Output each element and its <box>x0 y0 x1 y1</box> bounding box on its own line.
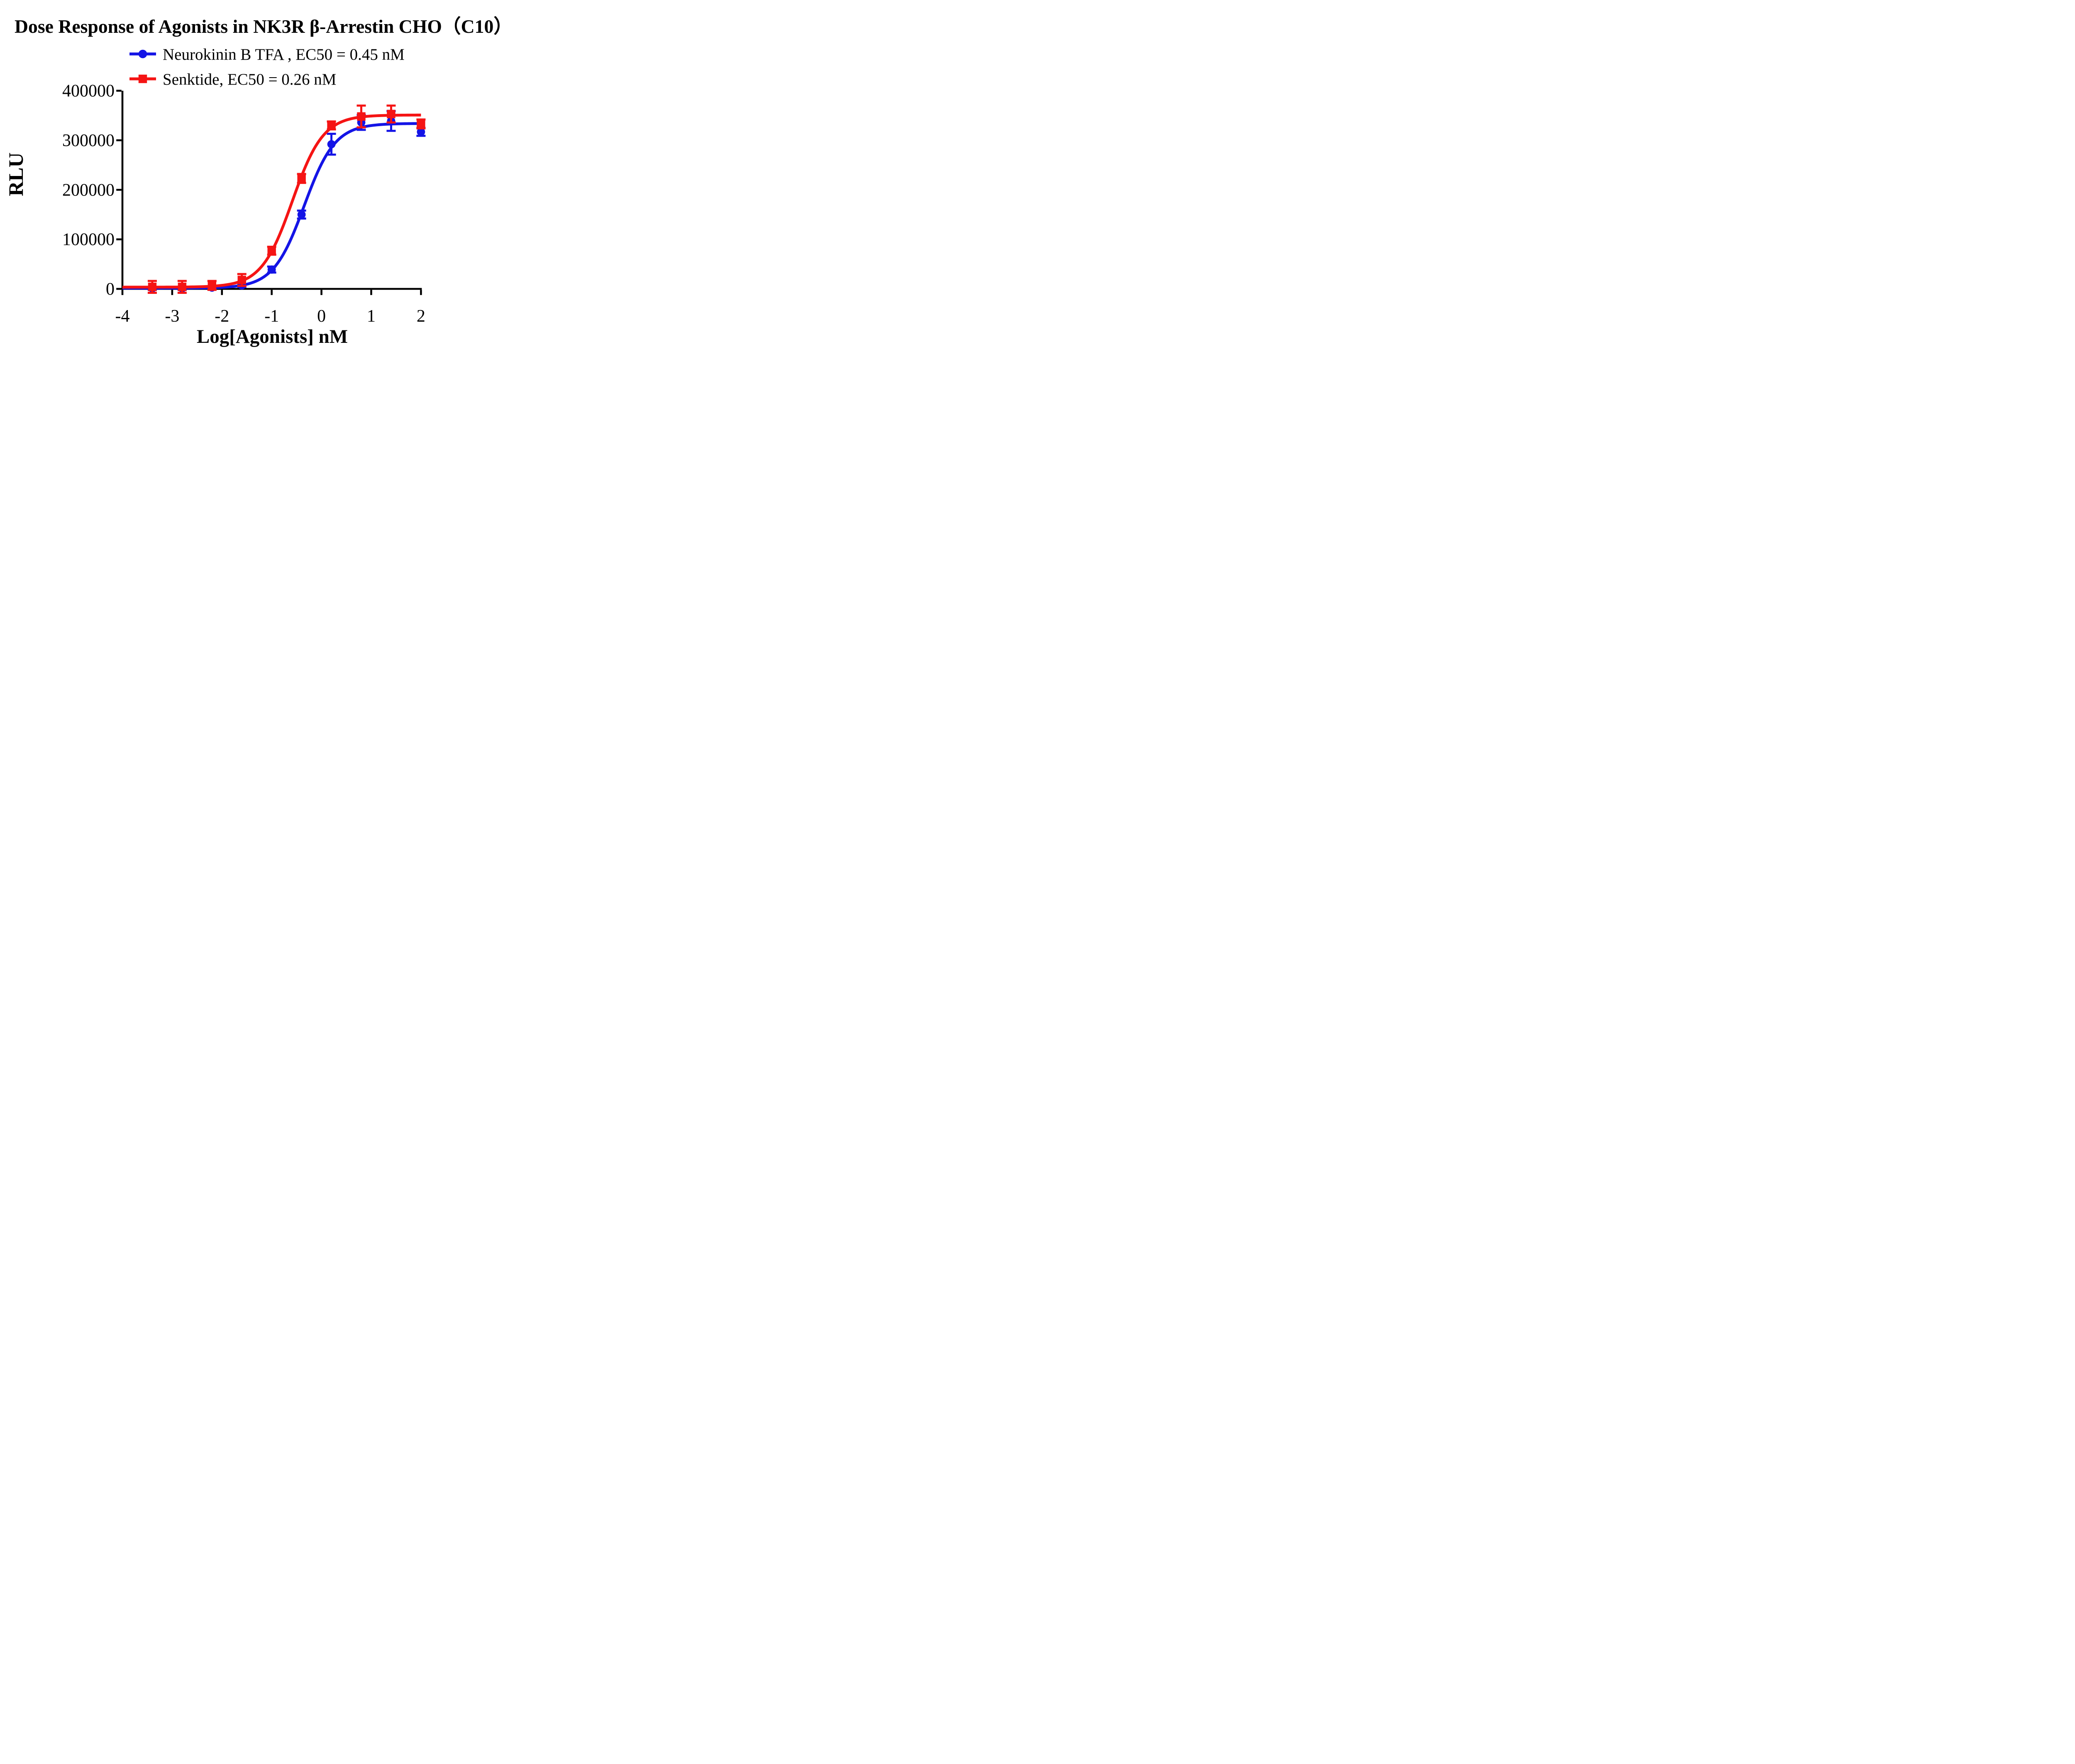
x-tick-label: 1 <box>367 307 376 326</box>
fit-curve-neurokinin-b-tfa <box>122 122 421 290</box>
data-point-circle-neurokinin-b-tfa <box>297 210 306 219</box>
y-axis-title: RLU <box>4 152 27 196</box>
y-tick-label: 200000 <box>62 181 115 200</box>
data-point-square-senktide <box>417 120 425 128</box>
data-point-square-senktide <box>148 283 157 291</box>
data-point-square-senktide <box>327 121 336 130</box>
x-tick-label: -2 <box>215 307 229 326</box>
data-point-circle-neurokinin-b-tfa <box>327 140 336 149</box>
dose-response-figure: Dose Response of Agonists in NK3R β-Arre… <box>0 0 540 353</box>
data-point-square-senktide <box>357 112 366 121</box>
data-point-square-senktide <box>387 110 395 118</box>
y-tick-label: 0 <box>106 280 115 299</box>
legend-marker-square-icon <box>138 74 147 83</box>
fit-curve-senktide <box>122 113 421 289</box>
data-point-circle-neurokinin-b-tfa <box>267 265 276 274</box>
x-tick-label: -4 <box>115 307 130 326</box>
legend-label-neurokinin: Neurokinin B TFA , EC50 = 0.45 nM <box>163 46 405 64</box>
x-axis-title: Log[Agonists] nM <box>197 326 348 347</box>
legend-label-senktide: Senktide, EC50 = 0.26 nM <box>163 71 337 88</box>
y-tick-label: 300000 <box>62 131 115 150</box>
data-point-circle-neurokinin-b-tfa <box>417 127 425 136</box>
chart-svg: Dose Response of Agonists in NK3R β-Arre… <box>4 16 513 347</box>
y-tick-label: 400000 <box>62 82 115 101</box>
x-tick-label: 0 <box>317 307 326 326</box>
x-tick-label: -3 <box>165 307 179 326</box>
y-tick-label: 100000 <box>62 230 115 249</box>
series-senktide <box>122 104 426 294</box>
x-tick-label: -1 <box>264 307 279 326</box>
data-point-square-senktide <box>178 283 187 291</box>
data-point-square-senktide <box>267 246 276 255</box>
plot-series <box>122 104 426 294</box>
data-point-square-senktide <box>297 174 306 183</box>
data-point-square-senktide <box>237 276 246 284</box>
series-neurokinin-b-tfa <box>122 110 426 293</box>
legend: Neurokinin B TFA , EC50 = 0.45 nM Senkti… <box>129 46 405 88</box>
data-point-square-senktide <box>208 281 217 290</box>
x-tick-label: 2 <box>417 307 425 326</box>
legend-marker-circle-icon <box>138 49 147 59</box>
axes: -4 -3 -2 -1 0 1 2 0 100000 200000 300000 400000 <box>62 82 425 326</box>
chart-title: Dose Response of Agonists in NK3R β-Arre… <box>15 16 513 37</box>
